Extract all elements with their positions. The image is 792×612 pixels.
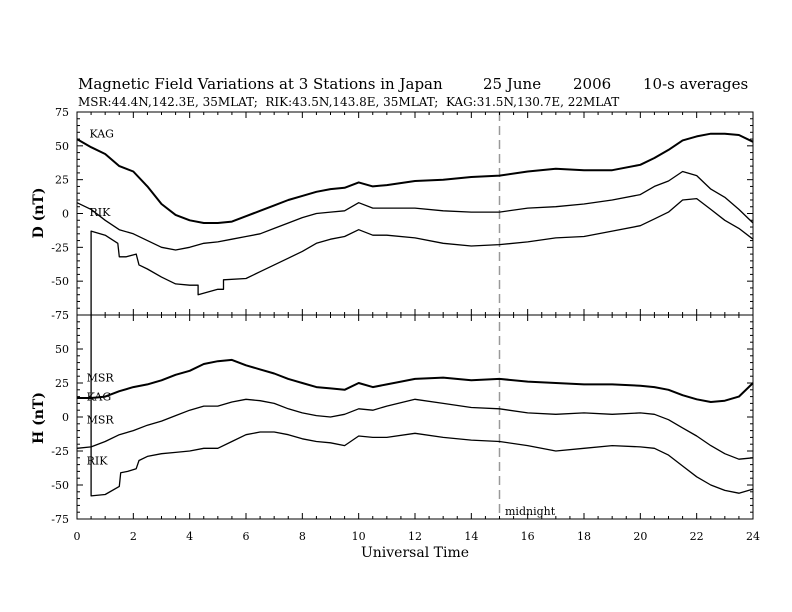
y-tick-label: 0 (62, 208, 69, 221)
series-d-rik (90, 197, 754, 315)
series-d-kag (76, 132, 754, 224)
y-tick-label: -25 (51, 445, 69, 458)
x-tick-label: 8 (299, 530, 306, 543)
station-labels: KAG RIK MSR KAG MSR RIK (87, 128, 115, 468)
chart-subtitle-stations: MSR:44.4N,142.3E, 35MLAT; RIK:43.5N,143.… (78, 95, 619, 109)
station-label-msr: MSR (87, 372, 115, 385)
x-tick-label: 2 (130, 530, 137, 543)
series-h-kag (77, 358, 754, 403)
series-d-msr (76, 170, 754, 251)
station-label-rik: RIK (87, 455, 109, 468)
x-tick-label: 22 (690, 530, 704, 543)
series-h-rik (90, 315, 754, 497)
x-tick-label: 14 (464, 530, 478, 543)
chart-title-main: Magnetic Field Variations at 3 Stations … (78, 75, 443, 93)
x-tick-label: 24 (746, 530, 760, 543)
x-tick-label: 16 (521, 530, 535, 543)
panel-frame-h (76, 314, 754, 520)
y-tick-label: 25 (55, 377, 69, 390)
station-label-rik: RIK (89, 206, 111, 219)
data-series (76, 132, 754, 497)
chart-title-date: 25 June (483, 75, 541, 93)
x-tick-label: 4 (186, 530, 193, 543)
x-tick-label: 20 (633, 530, 647, 543)
y-axis-label-d: D (nT) (31, 188, 47, 239)
x-tick-label: 18 (577, 530, 591, 543)
x-tick-label: 0 (74, 530, 81, 543)
y-tick-label: 25 (55, 174, 69, 187)
chart-title-year: 2006 (573, 75, 611, 93)
midnight-annotation: midnight (505, 505, 556, 518)
y-tick-label: 50 (55, 343, 69, 356)
x-tick-label: 6 (243, 530, 250, 543)
y-tick-label: 50 (55, 140, 69, 153)
station-label-msr: MSR (87, 414, 115, 427)
y-tick-label: -50 (51, 479, 69, 492)
x-axis-label: Universal Time (361, 545, 469, 561)
series-h-msr (76, 398, 754, 460)
station-label-kag: KAG (87, 391, 112, 404)
x-tick-label: 12 (408, 530, 422, 543)
y-tick-label: 75 (55, 106, 69, 119)
station-label-kag: KAG (89, 128, 114, 141)
y-tick-label: -75 (51, 309, 69, 322)
y-tick-label: -25 (51, 241, 69, 254)
y-tick-label: -75 (51, 513, 69, 526)
y-tick-label: -50 (51, 275, 69, 288)
y-tick-label: 0 (62, 411, 69, 424)
chart-title-averaging: 10-s averages (643, 75, 748, 93)
x-tick-label: 10 (352, 530, 366, 543)
y-axis-label-h: H (nT) (31, 392, 47, 444)
